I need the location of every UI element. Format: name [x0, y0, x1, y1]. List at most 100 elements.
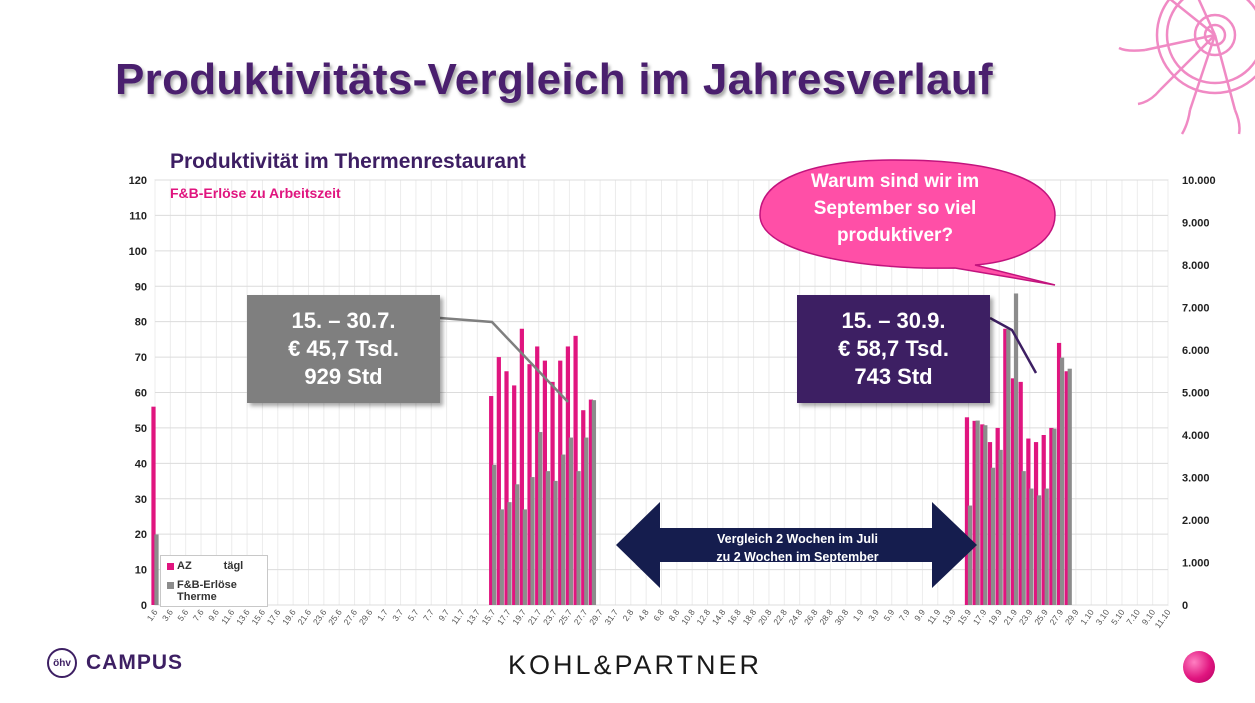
x-tick-label: 10.8 — [679, 607, 697, 627]
x-tick-label: 17.9 — [971, 607, 989, 627]
bar-az — [542, 360, 547, 605]
x-tick-label: 21.7 — [526, 607, 544, 627]
x-tick-label: 17.7 — [495, 607, 513, 627]
legend-swatch-az — [167, 563, 174, 570]
bar-az — [581, 410, 586, 605]
x-tick-label: 13.7 — [464, 607, 482, 627]
bar-az — [1056, 342, 1062, 605]
pink-dot-icon — [1183, 651, 1215, 683]
y-tick-left: 0 — [141, 600, 147, 612]
y-tick-right: 2.000 — [1182, 515, 1210, 527]
x-tick-label: 5.9 — [881, 607, 896, 623]
x-tick-label: 3.6 — [160, 607, 175, 623]
bar-fb — [1029, 488, 1034, 605]
x-tick-label: 5.6 — [175, 607, 190, 623]
bar-fb — [990, 467, 996, 605]
speech-bubble-text: Warum sind wir im September so viel prod… — [770, 168, 1020, 249]
x-tick-label: 5.7 — [406, 607, 421, 623]
bubble-line: Warum sind wir im — [810, 171, 980, 192]
x-tick-label: 29.6 — [357, 607, 375, 627]
y-tick-right: 1.000 — [1182, 558, 1210, 570]
x-tick-label: 31.7 — [602, 607, 620, 627]
bar-fb — [1021, 471, 1026, 605]
x-tick-label: 7.6 — [191, 607, 206, 623]
x-tick-label: 2.8 — [620, 607, 635, 623]
oehv-emblem-icon: öhv — [47, 648, 77, 678]
x-tick-label: 19.7 — [510, 607, 528, 627]
x-tick-label: 20.8 — [756, 607, 774, 627]
slide-title: Produktivitäts-Vergleich im Jahresverlau… — [115, 55, 993, 104]
y-tick-right: 10.000 — [1182, 175, 1216, 187]
bar-az — [573, 335, 578, 605]
x-tick-label: 11.9 — [925, 607, 942, 626]
bar-fb — [553, 480, 558, 605]
x-tick-label: 7.9 — [897, 607, 912, 623]
bar-fb — [1036, 495, 1042, 605]
x-tick-label: 17.6 — [265, 607, 283, 627]
bar-az — [588, 399, 594, 605]
y-tick-left: 20 — [135, 529, 147, 541]
bar-az — [1049, 427, 1054, 605]
y-tick-left: 120 — [129, 175, 147, 187]
x-tick-label: 11.10 — [1153, 607, 1173, 630]
x-tick-label: 7.7 — [421, 607, 436, 623]
bubble-line: September so viel — [813, 198, 977, 219]
x-tick-label: 15.6 — [249, 607, 267, 627]
x-tick-label: 5.10 — [1109, 607, 1127, 627]
y-tick-right: 0 — [1182, 600, 1188, 612]
x-tick-label: 7.10 — [1124, 607, 1142, 627]
legend-label-fb: F&B-Erlöse — [177, 579, 237, 591]
bar-az — [972, 420, 977, 605]
bar-az — [527, 364, 532, 605]
x-tick-label: 14.8 — [710, 607, 728, 627]
x-tick-label: 29.7 — [587, 607, 605, 627]
x-tick-label: 27.6 — [341, 607, 359, 627]
bar-az — [151, 406, 156, 605]
y-tick-right: 6.000 — [1182, 345, 1210, 357]
bar-fb — [568, 437, 574, 605]
bar-az — [1041, 435, 1046, 605]
y-tick-right: 9.000 — [1182, 218, 1210, 230]
chart-subtitle: F&B-Erlöse zu Arbeitszeit — [170, 185, 341, 201]
y-tick-left: 10 — [135, 565, 147, 577]
bar-az — [987, 442, 993, 605]
bar-fb — [967, 505, 973, 605]
bar-fb — [584, 437, 589, 605]
y-tick-left: 80 — [135, 317, 147, 329]
callout-july-line: 15. – 30.7. — [291, 308, 396, 333]
y-tick-right: 8.000 — [1182, 260, 1210, 272]
x-tick-label: 12.8 — [695, 607, 713, 627]
callout-september-connector — [989, 316, 1038, 374]
bar-fb — [492, 464, 497, 605]
x-tick-label: 16.8 — [725, 607, 743, 627]
bar-az — [504, 371, 509, 605]
y-tick-left: 70 — [135, 352, 147, 364]
callout-july-connector — [439, 316, 569, 403]
bar-fb — [576, 471, 581, 605]
x-tick-label: 3.10 — [1094, 607, 1112, 627]
x-tick-label: 23.7 — [541, 607, 559, 627]
x-tick-label: 15.7 — [480, 607, 498, 627]
y-tick-left: 40 — [135, 458, 147, 470]
y-tick-right: 4.000 — [1182, 430, 1210, 442]
bar-fb — [507, 502, 512, 605]
comparison-arrow-text: Vergleich 2 Wochen im Juli zu 2 Wochen i… — [660, 530, 935, 566]
bar-az — [558, 360, 563, 605]
bar-fb — [1067, 368, 1072, 605]
bar-az — [1026, 438, 1031, 605]
bar-fb — [538, 432, 543, 605]
comparison-double-arrow — [616, 502, 977, 588]
arrow-line: zu 2 Wochen im September — [716, 550, 879, 564]
callout-september: 15. – 30.9. € 58,7 Tsd. 743 Std — [797, 295, 990, 403]
bar-az — [550, 381, 555, 605]
arrow-line: Vergleich 2 Wochen im Juli — [717, 532, 878, 546]
x-tick-label: 4.8 — [636, 607, 651, 623]
kohl-partner-logo: KOHL&PARTNER — [508, 650, 763, 680]
x-tick-label: 13.6 — [234, 607, 252, 627]
x-tick-label: 27.7 — [572, 607, 590, 627]
x-tick-label: 19.6 — [280, 607, 298, 627]
bar-az — [1003, 328, 1008, 605]
x-tick-label: 23.9 — [1017, 607, 1035, 627]
y-tick-left: 30 — [135, 494, 147, 506]
bar-fb — [975, 420, 980, 605]
